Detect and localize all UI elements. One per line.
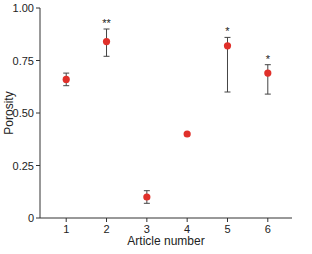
y-tick-label: 0.75: [13, 55, 34, 67]
significance-mark: *: [225, 25, 230, 37]
y-tick-label: 0: [28, 212, 34, 224]
x-tick-label: 1: [63, 223, 69, 235]
x-tick: [66, 218, 67, 222]
data-point: [224, 42, 231, 49]
x-tick-label: 6: [265, 223, 271, 235]
x-tick: [227, 218, 228, 222]
x-tick: [267, 218, 268, 222]
error-bar: [144, 191, 150, 204]
data-point: [264, 70, 271, 77]
data-point: [143, 193, 150, 200]
y-tick: [36, 165, 40, 166]
y-tick: [36, 8, 40, 9]
y-tick: [36, 60, 40, 61]
error-bar: [224, 37, 230, 92]
x-axis-label: Article number: [127, 234, 204, 248]
x-tick: [146, 218, 147, 222]
x-tick-label: 2: [103, 223, 109, 235]
y-tick: [36, 218, 40, 219]
significance-mark: *: [266, 53, 271, 65]
x-tick: [106, 218, 107, 222]
y-tick: [36, 113, 40, 114]
error-bar: [104, 29, 110, 56]
y-tick-label: 1.00: [13, 2, 34, 14]
data-point: [63, 76, 70, 83]
error-bar: [265, 65, 271, 94]
chart-svg: 00.250.500.751.00123456Article numberPor…: [0, 0, 312, 254]
error-bar: [63, 73, 69, 86]
data-point: [184, 130, 191, 137]
y-tick-label: 0.25: [13, 160, 34, 172]
significance-mark: **: [102, 17, 111, 29]
chart-container: 00.250.500.751.00123456Article numberPor…: [0, 0, 312, 254]
plot-area: [63, 29, 272, 203]
data-point: [103, 38, 110, 45]
x-axis-line: [40, 218, 292, 219]
y-axis-label: Porosity: [2, 91, 16, 134]
x-tick: [187, 218, 188, 222]
x-tick-label: 5: [224, 223, 230, 235]
